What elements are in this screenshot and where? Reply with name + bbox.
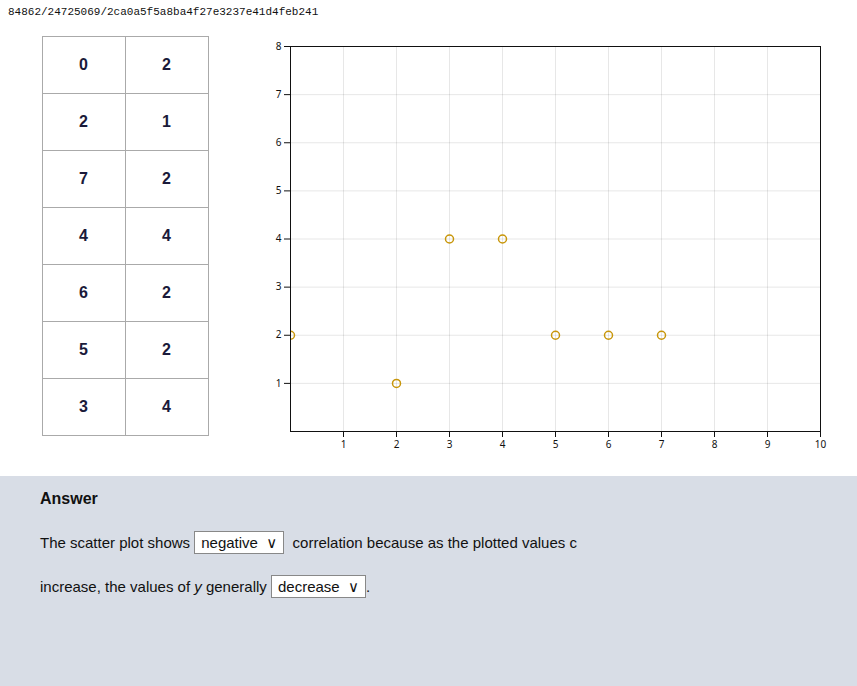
html-text:Answer: Answer (40, 490, 98, 507)
svg-text:9: 9 (765, 437, 771, 451)
html-text:correlation because as the plo: correlation because as the plotted value… (284, 534, 577, 551)
html-text:negative ∨: negative ∨ (201, 534, 278, 551)
svg-text:10: 10 (815, 437, 827, 451)
svg-text:3: 3 (447, 437, 453, 451)
html-text:84862/24725069/2ca0a5f5a8ba4f2: 84862/24725069/2ca0a5f5a8ba4f27e3237e41d… (8, 6, 319, 18)
svg-text:4: 4 (276, 231, 282, 245)
html-text:7: 7 (79, 170, 88, 187)
html-text:4: 4 (162, 227, 171, 244)
html-text:3: 3 (79, 398, 88, 415)
html-text:4: 4 (162, 398, 171, 415)
html-text:2: 2 (162, 170, 171, 187)
svg-text:4: 4 (500, 437, 506, 451)
html-text:6: 6 (79, 284, 88, 301)
svg-text:1: 1 (276, 376, 282, 390)
html-text:2: 2 (162, 284, 171, 301)
html-text:2: 2 (79, 113, 88, 130)
svg-text:2: 2 (276, 327, 282, 341)
svg-text:8: 8 (276, 39, 282, 53)
svg-text:5: 5 (276, 183, 282, 197)
html-text:decrease ∨: decrease ∨ (278, 578, 359, 595)
svg-text:8: 8 (712, 437, 718, 451)
svg-text:3: 3 (276, 279, 282, 293)
html-text:4: 4 (79, 227, 88, 244)
html-text:increase, the values of y gene: increase, the values of y generally (40, 578, 271, 595)
html-text:2: 2 (162, 56, 171, 73)
svg-text:6: 6 (276, 135, 282, 149)
svg-text:6: 6 (606, 437, 612, 451)
svg-text:7: 7 (276, 87, 282, 101)
html-text:The scatter plot shows: The scatter plot shows (40, 534, 195, 551)
svg-text:1: 1 (341, 437, 347, 451)
html-text:0: 0 (79, 56, 88, 73)
html-text:2: 2 (162, 341, 171, 358)
html-text:5: 5 (79, 341, 88, 358)
svg-text:5: 5 (553, 437, 559, 451)
svg-text:2: 2 (394, 437, 400, 451)
html-text:1: 1 (162, 113, 171, 130)
svg-text:7: 7 (659, 437, 665, 451)
